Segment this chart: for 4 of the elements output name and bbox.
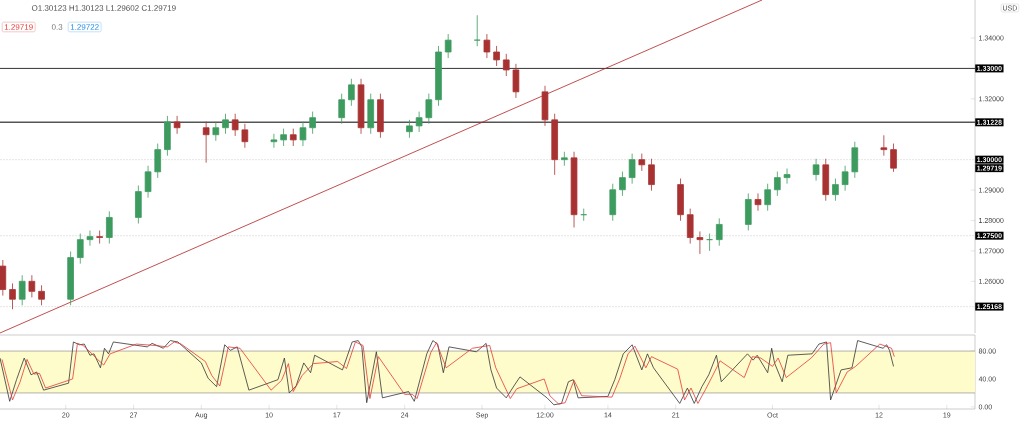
annotation: 1.29722 [70,24,99,30]
annotation: O1.30123 H1.30123 L1.29602 C1.29719 [31,5,176,11]
annotation: 0.3 [51,24,63,30]
annotation: 1.29719 [4,24,33,30]
